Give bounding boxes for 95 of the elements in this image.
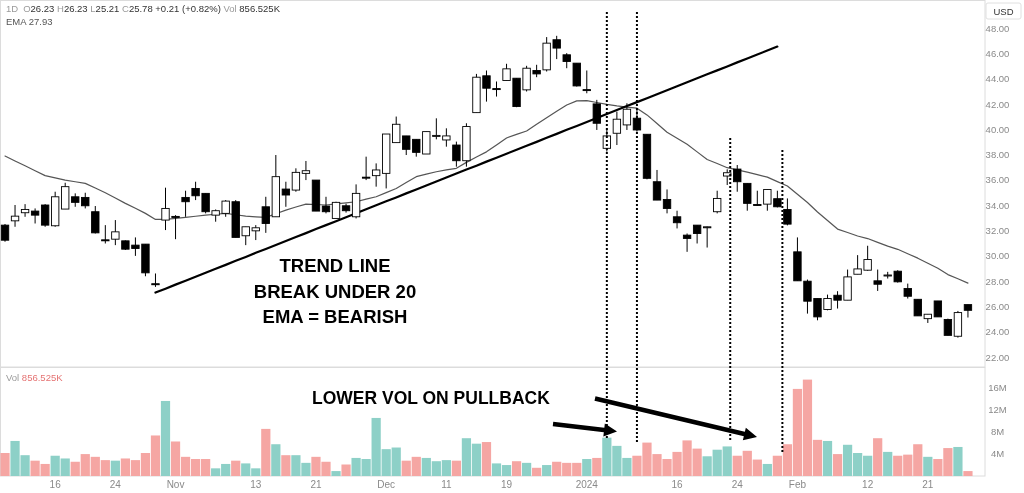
candlestick bbox=[91, 205, 100, 234]
candlestick bbox=[873, 269, 882, 292]
candlestick bbox=[30, 207, 40, 224]
bar bbox=[331, 471, 341, 476]
bar bbox=[923, 456, 933, 476]
y-tick-label: 48.00 bbox=[985, 22, 1010, 34]
bar bbox=[883, 451, 893, 476]
bar bbox=[271, 444, 281, 476]
candlestick bbox=[40, 203, 50, 228]
y-tick-label: 32.00 bbox=[985, 225, 1010, 237]
bar bbox=[231, 460, 241, 476]
bar bbox=[873, 438, 883, 476]
bar bbox=[341, 464, 351, 476]
bar bbox=[592, 457, 602, 476]
candlestick bbox=[361, 156, 371, 181]
bar bbox=[451, 460, 461, 476]
x-tick-label: 11 bbox=[441, 479, 452, 490]
bar bbox=[762, 463, 772, 476]
y-tick-label: 36.00 bbox=[985, 174, 1010, 186]
y-tick-label: 42.00 bbox=[985, 98, 1010, 110]
candlestick bbox=[682, 232, 692, 253]
x-tick-label: 19 bbox=[500, 479, 513, 490]
y-tick-label: 26.00 bbox=[985, 301, 1010, 313]
bar bbox=[963, 471, 973, 476]
candlestick bbox=[151, 272, 160, 288]
candlestick bbox=[652, 169, 662, 201]
y-axis-title: USD bbox=[993, 5, 1014, 17]
bar bbox=[0, 453, 10, 476]
x-tick-label: 21 bbox=[922, 479, 934, 490]
chart-title: 1D bbox=[6, 3, 19, 14]
candlestick bbox=[572, 62, 581, 88]
bar bbox=[953, 446, 963, 476]
y-tick-label: 34.00 bbox=[985, 199, 1010, 211]
candlestick bbox=[281, 181, 291, 208]
text: Vol 856.525K bbox=[6, 372, 64, 383]
bar bbox=[822, 440, 833, 476]
y-tick-label: 46.00 bbox=[985, 47, 1010, 59]
x-tick-label: 2024 bbox=[575, 479, 599, 490]
y-tick-label: 28.00 bbox=[985, 275, 1010, 287]
y-tick-label: 22.00 bbox=[985, 351, 1010, 363]
y-tick-label: 40.00 bbox=[985, 123, 1010, 135]
x-tick-label: 12 bbox=[862, 479, 874, 490]
y-tick-label: 4M bbox=[990, 447, 1005, 459]
candlestick bbox=[291, 167, 301, 193]
bar bbox=[542, 465, 552, 476]
bar bbox=[481, 442, 492, 476]
candlestick bbox=[662, 188, 672, 214]
candlestick bbox=[702, 226, 712, 249]
bar bbox=[261, 428, 271, 476]
candlestick bbox=[672, 210, 682, 229]
candlestick bbox=[963, 304, 973, 319]
candlestick bbox=[582, 69, 591, 94]
bar bbox=[511, 461, 522, 476]
line-series bbox=[4, 100, 969, 284]
candlestick bbox=[602, 127, 612, 153]
annotation: TREND LINE BREAK UNDER 20 EMA = BEARISH bbox=[253, 255, 417, 327]
y-tick-label: 24.00 bbox=[985, 326, 1010, 338]
candlestick bbox=[592, 99, 601, 131]
candlestick bbox=[953, 310, 963, 339]
y-tick-label: 12M bbox=[988, 403, 1007, 415]
bar bbox=[521, 462, 532, 476]
bar bbox=[281, 455, 291, 476]
x-tick-label: 24 bbox=[109, 479, 122, 490]
y-tick-label: 8M bbox=[990, 425, 1005, 437]
candlestick bbox=[181, 190, 190, 218]
candlestick bbox=[301, 160, 311, 181]
bar bbox=[532, 467, 542, 476]
text: O26.23 H26.23 L25.21 C25.78 +0.21 (+0.82%) Vol 856.525K bbox=[23, 3, 281, 14]
x-tick-label: 21 bbox=[310, 479, 322, 490]
y-tick-label: 16M bbox=[988, 381, 1007, 393]
bar bbox=[110, 460, 120, 476]
text: EMA 27.93 bbox=[6, 16, 53, 27]
candlestick bbox=[783, 197, 792, 226]
x-tick-label: Feb bbox=[788, 479, 807, 490]
candlestick bbox=[351, 183, 361, 219]
bar bbox=[160, 400, 171, 476]
candlestick bbox=[612, 111, 622, 146]
candlestick bbox=[743, 182, 752, 212]
candlestick bbox=[20, 203, 30, 218]
candlestick bbox=[321, 196, 331, 214]
candlestick bbox=[692, 224, 702, 244]
candlestick bbox=[622, 102, 632, 131]
y-tick-label: 30.00 bbox=[985, 250, 1010, 262]
y-tick-label: 38.00 bbox=[985, 149, 1010, 161]
x-tick-label: 16 bbox=[49, 479, 62, 490]
bar bbox=[582, 459, 592, 476]
y-tick-label: 44.00 bbox=[985, 73, 1010, 85]
bar bbox=[832, 454, 843, 476]
candlestick bbox=[713, 190, 722, 214]
x-tick-label: Nov bbox=[166, 479, 185, 490]
x-tick-label: Dec bbox=[377, 479, 396, 490]
x-tick-label: 13 bbox=[250, 479, 262, 490]
x-tick-label: 16 bbox=[671, 479, 684, 490]
annotation: LOWER VOL ON PULLBACK bbox=[312, 388, 551, 408]
x-tick-label: 24 bbox=[731, 479, 744, 490]
